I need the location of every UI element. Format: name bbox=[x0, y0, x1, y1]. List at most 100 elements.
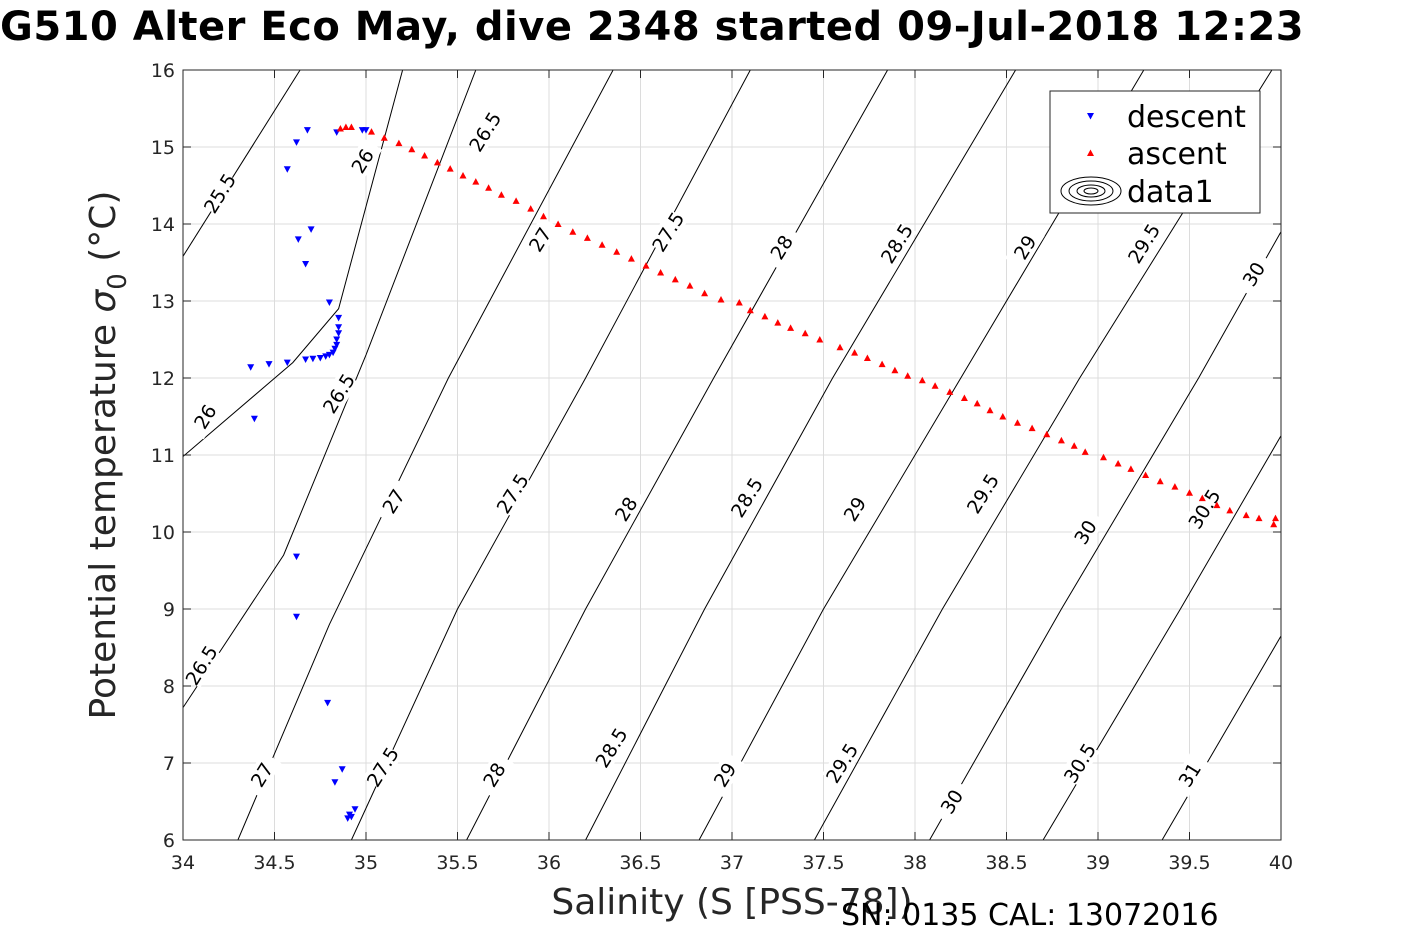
legend-data1-contour-icon bbox=[1083, 187, 1099, 195]
y-axis-label-unit: (°C) bbox=[83, 191, 124, 274]
legend-data1-contour-icon bbox=[1068, 180, 1114, 202]
ascent-point bbox=[1100, 453, 1107, 461]
contour-label-bg bbox=[1065, 509, 1106, 555]
ascent-point bbox=[863, 354, 871, 361]
ascent-point bbox=[657, 269, 665, 276]
ascent-point bbox=[1014, 419, 1021, 426]
ascent-point bbox=[960, 394, 968, 401]
ascent-point bbox=[569, 228, 577, 235]
ascent-point bbox=[671, 275, 679, 283]
data-points bbox=[247, 123, 1279, 822]
descent-point bbox=[338, 766, 346, 773]
descent-point bbox=[333, 336, 341, 343]
ascent-point bbox=[836, 343, 844, 351]
contour-label-bg bbox=[185, 393, 225, 440]
descent-point bbox=[247, 364, 255, 371]
descent-point bbox=[303, 127, 311, 134]
ascent-point bbox=[613, 248, 621, 255]
contour-label: 29 bbox=[704, 751, 745, 798]
ascent-point bbox=[1272, 514, 1279, 522]
contour-line bbox=[929, 231, 1281, 840]
x-tick-label: 38.5 bbox=[985, 852, 1027, 874]
contour-label-bg bbox=[962, 470, 1003, 517]
ascent-point bbox=[1028, 424, 1036, 432]
ascent-point bbox=[512, 197, 520, 204]
contour-label-bg bbox=[492, 470, 533, 517]
descent-point bbox=[325, 299, 333, 306]
contour-line bbox=[183, 70, 404, 457]
x-tick-label: 35 bbox=[354, 852, 378, 874]
contour-label-bg bbox=[519, 216, 560, 263]
contour-label-bg bbox=[373, 478, 414, 524]
contour-line bbox=[1161, 635, 1281, 840]
contour-label-bg bbox=[183, 642, 222, 688]
x-tick-label: 37 bbox=[720, 852, 744, 874]
ascent-point bbox=[1226, 506, 1234, 514]
x-tick-label: 35.5 bbox=[436, 852, 478, 874]
ascent-point bbox=[701, 289, 709, 297]
ascent-point bbox=[583, 234, 591, 241]
ascent-point bbox=[395, 139, 403, 147]
ascent-point bbox=[627, 255, 635, 262]
contour-label-bg bbox=[241, 751, 282, 798]
ascent-point bbox=[485, 184, 493, 191]
ascent-point bbox=[433, 158, 441, 166]
y-tick-label: 6 bbox=[163, 830, 175, 852]
x-tick-label: 34 bbox=[171, 852, 195, 874]
ascent-point bbox=[1198, 494, 1206, 502]
contour-label-bg bbox=[1123, 220, 1164, 267]
ascent-point bbox=[1270, 520, 1278, 528]
ascent-point bbox=[986, 406, 994, 414]
descent-point bbox=[329, 349, 337, 357]
ascent-point bbox=[540, 212, 547, 220]
ascent-point bbox=[1081, 448, 1089, 455]
y-tick-label: 8 bbox=[163, 676, 175, 698]
ascent-point bbox=[904, 372, 912, 379]
descent-point bbox=[293, 139, 300, 146]
legend-label-descent: descent bbox=[1127, 100, 1246, 135]
legend-data1-contour-icon bbox=[1076, 184, 1106, 198]
descent-point bbox=[362, 127, 370, 134]
contour-label-bg bbox=[199, 170, 240, 216]
ascent-point bbox=[851, 349, 859, 356]
ascent-point bbox=[336, 125, 344, 132]
x-tick-label: 37.5 bbox=[802, 852, 844, 874]
contour-label-bg bbox=[931, 778, 972, 825]
ascent-point bbox=[368, 128, 375, 135]
ascent-point bbox=[472, 178, 480, 185]
ascent-point bbox=[1242, 511, 1250, 519]
ascent-point bbox=[891, 366, 899, 374]
contour-label-bg bbox=[362, 744, 403, 790]
ascent-point bbox=[1255, 514, 1263, 522]
descent-point bbox=[335, 330, 343, 337]
ascent-point bbox=[999, 413, 1007, 420]
ascent-point bbox=[408, 145, 416, 153]
x-tick-label: 38 bbox=[903, 852, 927, 874]
contour-label-bg bbox=[726, 474, 767, 521]
descent-point bbox=[335, 324, 343, 331]
ascent-point bbox=[878, 360, 886, 368]
contour-label: 28 bbox=[474, 751, 515, 798]
contour-label-bg bbox=[761, 224, 802, 270]
contour-label-bg bbox=[474, 751, 515, 798]
ascent-point bbox=[686, 282, 694, 289]
ascent-point bbox=[421, 152, 429, 159]
y-tick-label: 16 bbox=[151, 60, 175, 82]
axes: 34 34.5 35 35.5 36 36.5 37 37.5 38 38.5 39 39.5 40 6 7… bbox=[83, 60, 1293, 923]
ascent-point bbox=[1070, 442, 1078, 449]
contour-label-bg bbox=[704, 751, 745, 798]
contour-label-bg bbox=[821, 740, 862, 786]
chart-title: G510 Alter Eco May, dive 2348 started 09… bbox=[0, 4, 1305, 50]
serial-calibration-note: SN: 0135 CAL: 13072016 bbox=[841, 898, 1219, 933]
x-tick-label: 36.5 bbox=[619, 852, 661, 874]
descent-point bbox=[331, 779, 339, 786]
descent-point bbox=[333, 341, 341, 349]
descent-point bbox=[293, 613, 300, 621]
y-axis-label-subscript: 0 bbox=[103, 273, 133, 290]
ascent-point bbox=[735, 299, 743, 306]
y-tick-label: 7 bbox=[163, 753, 175, 775]
ascent-point bbox=[801, 329, 809, 337]
contour-line bbox=[466, 70, 889, 840]
contour-line bbox=[585, 70, 1017, 840]
